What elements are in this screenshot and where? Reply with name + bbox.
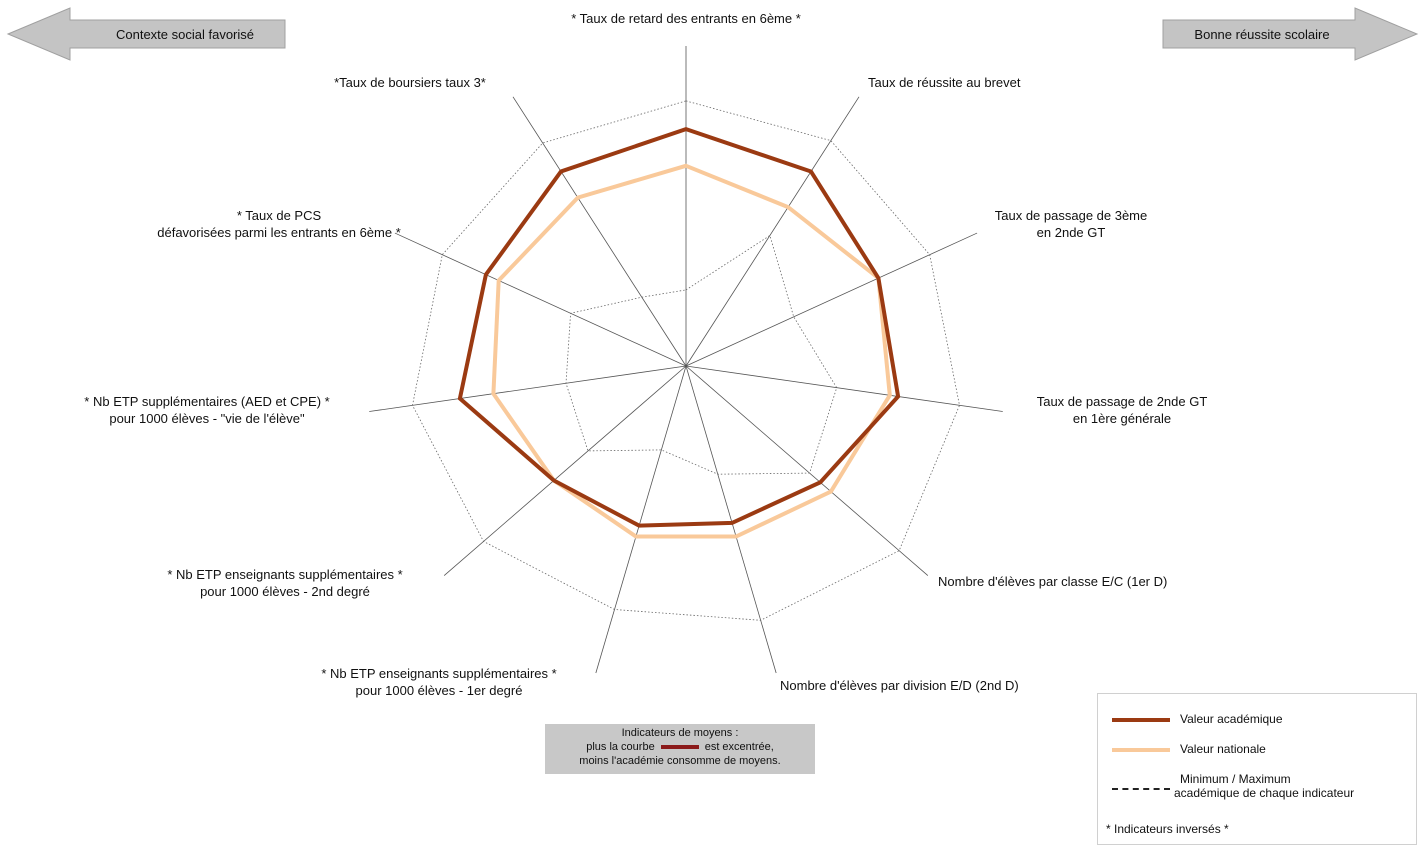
axis-label-6-line-1: pour 1000 élèves - 1er degré: [355, 683, 523, 698]
right-arrow: Bonne réussite scolaire: [1162, 7, 1419, 61]
legend-swatch-academique: [1112, 718, 1170, 722]
axis-spoke-5: [685, 365, 777, 674]
axis-label-10-line-0: *Taux de boursiers taux 3*: [334, 75, 486, 90]
axis-label-1-line-0: Taux de réussite au brevet: [868, 75, 1021, 90]
note-line-3: moins l'académie consomme de moyens.: [579, 755, 781, 767]
axis-label-2-line-0: Taux de passage de 3ème: [994, 208, 1148, 223]
axis-label-5-line-0: Nombre d'élèves par division E/D (2nd D): [780, 678, 1019, 693]
axis-label-7: * Nb ETP enseignants supplémentaires * po…: [167, 566, 402, 600]
axis-label-7-line-0: * Nb ETP enseignants supplémentaires *: [167, 567, 403, 582]
axis-spoke-9: [394, 232, 687, 367]
note-swatch: [660, 745, 699, 750]
note-line-1: Indicateurs de moyens :: [621, 727, 739, 739]
axis-spoke-4: [685, 365, 929, 576]
note-box: Indicateurs de moyens : plus la courbe es…: [545, 724, 815, 774]
legend-label-minmax-1: Minimum / Maximum: [1180, 772, 1291, 786]
left-arrow-label: Contexte social favorisé: [116, 27, 254, 42]
axis-label-2: Taux de passage de 3ème en 2nde GT: [995, 207, 1148, 241]
note-line-2a: plus la courbe: [586, 741, 655, 753]
left-arrow: Contexte social favorisé: [6, 7, 286, 61]
axis-label-10: *Taux de boursiers taux 3*: [334, 74, 486, 91]
right-arrow-label: Bonne réussite scolaire: [1194, 27, 1329, 42]
axis-spoke-2: [685, 232, 978, 367]
axis-label-8-line-0: * Nb ETP supplémentaires (AED et CPE) *: [84, 394, 330, 409]
axis-label-5: Nombre d'élèves par division E/D (2nd D): [780, 677, 1019, 694]
axis-label-3-line-1: en 1ère générale: [1072, 411, 1172, 426]
legend: Valeur académique Valeur nationale Minim…: [1097, 693, 1417, 845]
axis-spoke-1: [685, 96, 860, 367]
series-minimum: [565, 234, 838, 475]
axis-spoke-6: [595, 365, 687, 674]
axis-label-9-line-1: défavorisées parmi les entrants en 6ème …: [157, 225, 401, 240]
axis-label-3-line-0: Taux de passage de 2nde GT: [1036, 394, 1208, 409]
axis-label-6: * Nb ETP enseignants supplémentaires * po…: [321, 665, 556, 699]
axis-label-7-line-1: pour 1000 élèves - 2nd degré: [200, 584, 370, 599]
series-maximum: [412, 100, 960, 621]
legend-label-inverses: * Indicateurs inversés *: [1106, 822, 1229, 836]
axis-label-0: * Taux de retard des entrants en 6ème *: [571, 10, 801, 27]
axis-spoke-8: [369, 365, 687, 412]
legend-swatch-minmax: [1112, 788, 1170, 790]
axis-label-2-line-1: en 2nde GT: [1036, 225, 1106, 240]
axis-label-9-line-0: * Taux de PCS: [236, 208, 322, 223]
axis-label-0-line-0: * Taux de retard des entrants en 6ème *: [571, 11, 801, 26]
axis-label-6-line-0: * Nb ETP enseignants supplémentaires *: [321, 666, 557, 681]
series-valeur-nationale: [491, 163, 892, 539]
axis-label-4-line-0: Nombre d'élèves par classe E/C (1er D): [938, 574, 1168, 589]
axis-label-1: Taux de réussite au brevet: [868, 74, 1020, 91]
axis-spoke-3: [685, 365, 1003, 412]
legend-swatch-nationale: [1112, 748, 1170, 752]
note-line-2: plus la courbe est excentrée,: [545, 740, 815, 754]
series-valeur-acad-mique: [457, 126, 901, 528]
axis-label-4: Nombre d'élèves par classe E/C (1er D): [938, 573, 1167, 590]
note-line-2b: est excentrée,: [704, 741, 774, 753]
legend-label-nationale: Valeur nationale: [1180, 742, 1266, 756]
axis-label-3: Taux de passage de 2nde GT en 1ère généra…: [1037, 393, 1208, 427]
axis-label-9: * Taux de PCS défavorisées parmi les entr…: [157, 207, 401, 241]
axis-spoke-7: [443, 365, 687, 576]
legend-label-academique: Valeur académique: [1180, 712, 1283, 726]
legend-label-minmax-2: académique de chaque indicateur: [1174, 786, 1355, 800]
axis-label-8: * Nb ETP supplémentaires (AED et CPE) * p…: [84, 393, 329, 427]
axis-spoke-10: [512, 96, 687, 367]
axis-label-8-line-1: pour 1000 élèves - "vie de l'élève": [109, 411, 305, 426]
